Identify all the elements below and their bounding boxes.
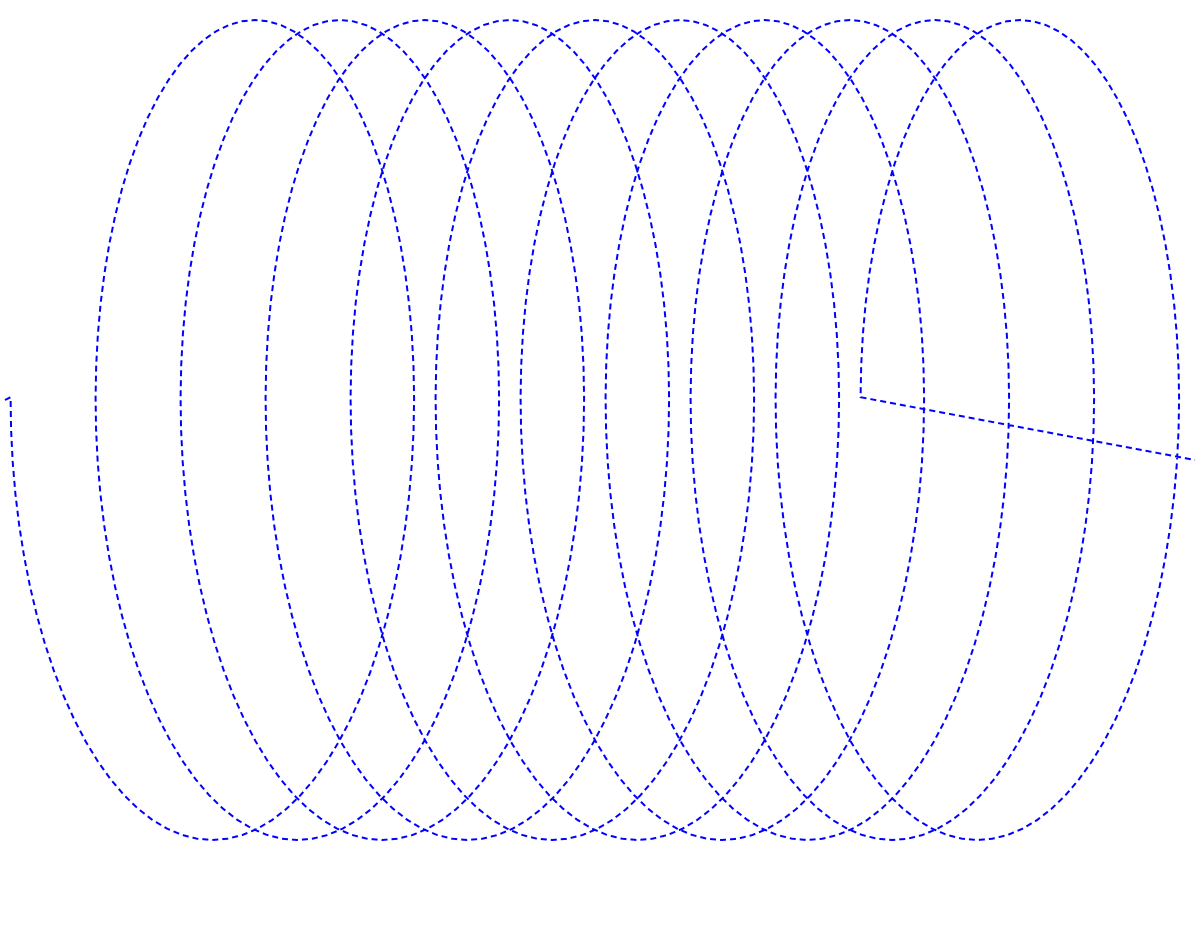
helix-curve [5, 20, 1195, 840]
helix-plot [0, 0, 1200, 927]
